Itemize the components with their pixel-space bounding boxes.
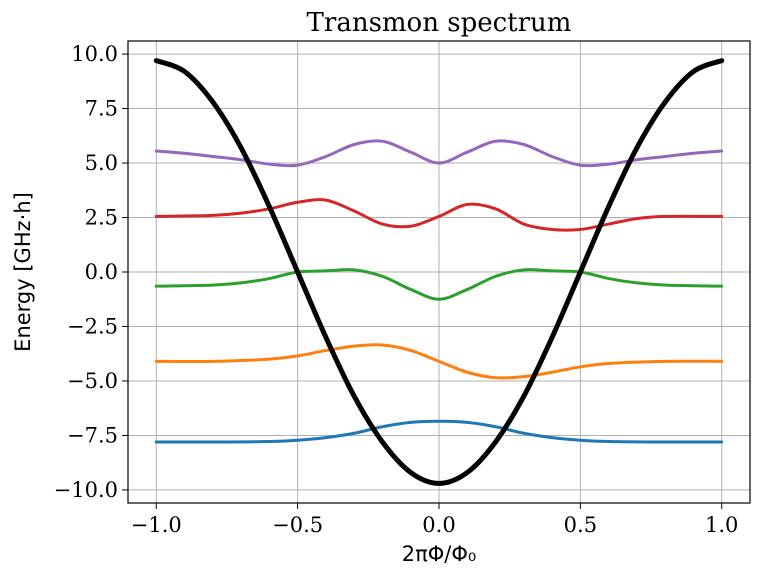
chart-title: Transmon spectrum xyxy=(307,8,572,38)
x-axis-label: 2πΦ/Φ₀ xyxy=(402,542,477,566)
grid-lines xyxy=(128,41,750,503)
series-line-2 xyxy=(154,343,724,380)
y-tick-label: 0.0 xyxy=(85,260,118,284)
x-tick-label: 1.0 xyxy=(705,513,738,537)
x-tick-label: −0.5 xyxy=(272,513,323,537)
y-tick-label: 7.5 xyxy=(85,97,118,121)
y-tick-label: −5.0 xyxy=(67,369,118,393)
y-tick-label: 10.0 xyxy=(71,42,118,66)
x-tick-label: 0.0 xyxy=(422,513,455,537)
x-ticks: −1.0 −0.5 0.0 0.5 1.0 xyxy=(131,503,738,537)
y-tick-label: −10.0 xyxy=(54,478,118,502)
series-line-1 xyxy=(154,419,724,444)
x-tick-label: 0.5 xyxy=(564,513,597,537)
series-line-0 xyxy=(153,58,725,486)
y-axis-label: Energy [GHz·h] xyxy=(11,192,35,352)
x-tick-label: −1.0 xyxy=(131,513,182,537)
y-tick-label: −2.5 xyxy=(67,314,118,338)
series-lines xyxy=(153,58,725,486)
y-tick-label: −7.5 xyxy=(67,423,118,447)
y-ticks: −10.0 −7.5 −5.0 −2.5 0.0 2.5 5.0 7.5 10.0 xyxy=(54,42,128,502)
y-tick-label: 5.0 xyxy=(85,151,118,175)
y-tick-label: 2.5 xyxy=(85,206,118,230)
series-line-3 xyxy=(154,268,724,301)
